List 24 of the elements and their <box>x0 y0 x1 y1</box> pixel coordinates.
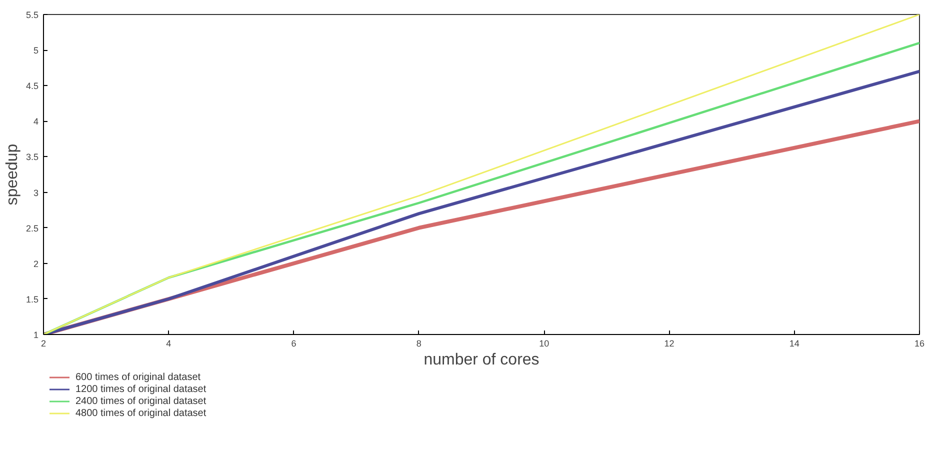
x-tick-label: 6 <box>291 338 296 348</box>
legend-label: 600 times of original dataset <box>76 372 201 383</box>
x-tick-label: 12 <box>664 338 674 348</box>
x-tick-label: 16 <box>914 338 925 348</box>
y-tick-label: 5 <box>33 46 39 56</box>
y-tick-label: 2 <box>33 258 39 269</box>
y-tick-label: 2.5 <box>26 223 39 234</box>
y-axis-title: speedup <box>4 144 21 206</box>
x-tick-label: 8 <box>416 338 422 348</box>
x-tick-label: 10 <box>539 338 550 348</box>
legend-label: 4800 times of original dataset <box>76 408 206 419</box>
y-tick-label: 1.5 <box>26 294 39 304</box>
y-tick-label: 1 <box>33 330 39 340</box>
x-axis-title: number of cores <box>424 352 540 368</box>
y-tick-label: 4 <box>33 116 39 127</box>
y-tick-label: 3 <box>33 188 39 198</box>
x-tick-label: 2 <box>40 338 46 348</box>
y-tick-label: 3.5 <box>26 152 39 162</box>
x-tick-label: 14 <box>789 338 800 348</box>
x-tick-label: 4 <box>166 338 172 348</box>
legend-label: 2400 times of original dataset <box>76 396 206 407</box>
y-tick-label: 4.5 <box>26 81 39 92</box>
legend-label: 1200 times of original dataset <box>76 384 206 395</box>
y-tick-label: 5.5 <box>26 10 39 20</box>
